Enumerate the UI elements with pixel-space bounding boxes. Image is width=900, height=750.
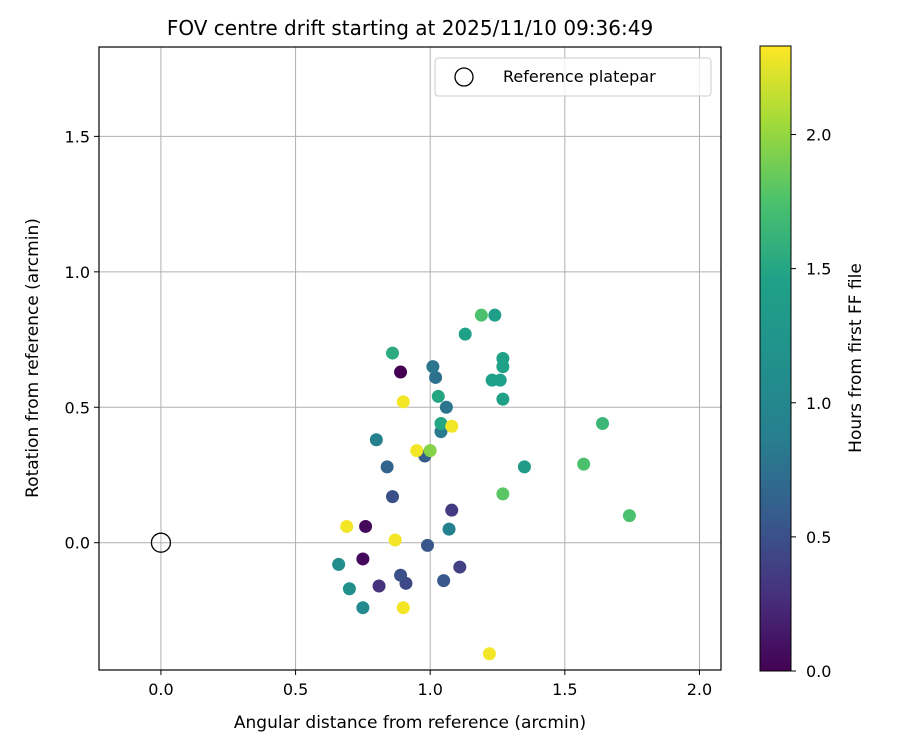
colorbar-tick-label: 2.0: [806, 126, 831, 145]
y-tick-label: 1.5: [65, 127, 90, 146]
data-point: [388, 533, 402, 547]
y-tick-label: 0.5: [65, 398, 90, 417]
data-point: [622, 509, 636, 523]
x-axis-ticks: 0.0 0.5 1.0 1.5 2.0: [148, 670, 712, 699]
x-tick-label: 0.5: [283, 680, 308, 699]
colorbar-ticks: 0.0 0.5 1.0 1.5 2.0: [791, 126, 831, 681]
data-point: [394, 365, 408, 379]
data-point: [421, 538, 435, 552]
data-point: [596, 417, 610, 431]
colorbar-tick-label: 0.5: [806, 528, 831, 547]
data-point: [458, 327, 472, 341]
x-tick-label: 1.5: [552, 680, 577, 699]
data-point: [396, 601, 410, 615]
data-point: [453, 560, 467, 574]
data-point: [434, 417, 448, 431]
grid-lines: [99, 47, 721, 670]
plot-frame: [98, 46, 722, 671]
data-point: [396, 395, 410, 409]
data-point: [488, 308, 502, 322]
data-point: [437, 574, 451, 588]
data-point: [496, 392, 510, 406]
data-point: [426, 360, 440, 374]
data-point: [496, 487, 510, 501]
data-point: [356, 552, 370, 566]
chart-title: FOV centre drift starting at 2025/11/10 …: [167, 16, 653, 40]
x-tick-label: 1.0: [417, 680, 442, 699]
reference-marker-group: [150, 532, 172, 553]
y-axis-label: Rotation from reference (arcmin): [23, 218, 43, 498]
data-point: [359, 519, 373, 533]
x-tick-label: 0.0: [148, 680, 173, 699]
data-point: [342, 582, 356, 596]
data-point: [445, 503, 459, 517]
y-tick-label: 1.0: [65, 263, 90, 282]
legend-box: [434, 57, 712, 97]
legend-reference-marker: [454, 67, 474, 87]
legend-label: Reference platepar: [503, 67, 656, 86]
data-point: [410, 444, 424, 458]
data-point: [369, 433, 383, 447]
data-point: [423, 444, 437, 458]
x-axis-label: Angular distance from reference (arcmin): [234, 713, 586, 733]
data-point: [517, 460, 531, 474]
data-point: [442, 522, 456, 536]
data-point: [380, 460, 394, 474]
data-point: [493, 373, 507, 387]
colorbar-label: Hours from first FF file: [846, 263, 866, 453]
data-point: [385, 346, 399, 360]
data-point: [482, 647, 496, 661]
data-point: [496, 352, 510, 365]
data-point: [429, 370, 443, 384]
colorbar-tick-label: 1.5: [806, 260, 831, 279]
data-point: [385, 490, 399, 504]
colorbar-tick-label: 0.0: [806, 662, 831, 681]
data-point: [431, 389, 445, 403]
data-point: [394, 568, 408, 582]
data-point: [577, 457, 591, 471]
y-axis-ticks: 0.0 0.5 1.0 1.5: [65, 127, 99, 553]
reference-platepar-marker: [150, 532, 172, 553]
data-point: [439, 400, 453, 414]
legend: Reference platepar: [434, 57, 712, 97]
data-point: [340, 519, 354, 533]
data-points: [332, 308, 636, 661]
colorbar-tick-label: 1.0: [806, 394, 831, 413]
colorbar: [759, 45, 792, 672]
y-tick-label: 0.0: [65, 534, 90, 553]
data-point: [356, 601, 370, 615]
data-point: [332, 557, 346, 571]
data-point: [474, 308, 488, 322]
data-point: [372, 579, 386, 593]
x-tick-label: 2.0: [687, 680, 712, 699]
data-point: [445, 419, 459, 433]
